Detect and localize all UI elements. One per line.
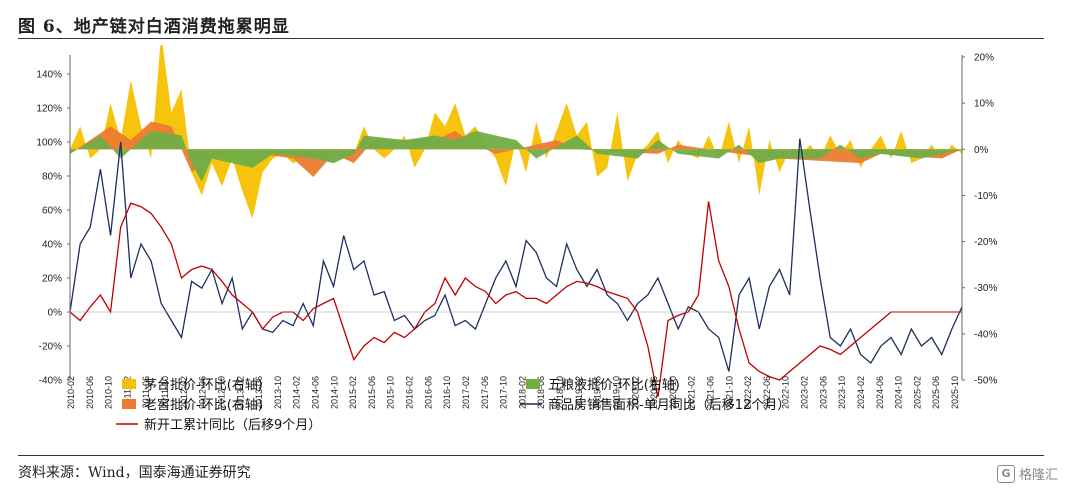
x-tick-label: 2021-10 <box>724 376 734 409</box>
legend-label: 五粮液批价-环比(右轴) <box>548 378 680 393</box>
x-tick-label: 2012-02 <box>179 376 189 409</box>
watermark-logo-icon: G <box>996 464 1015 483</box>
legend-label: 老窖批价-环比(右轴) <box>144 397 263 413</box>
x-tick-label: 2018-10 <box>555 376 565 409</box>
x-tick-label: 2011-10 <box>160 376 170 408</box>
x-tick-label: 2011-06 <box>141 376 151 408</box>
right-tick-label: -40% <box>974 329 997 340</box>
left-tick-label: 120% <box>36 104 62 115</box>
left-tick-label: 60% <box>42 206 62 217</box>
watermark: G 格隆汇 <box>996 464 1058 483</box>
right-tick-label: -10% <box>974 191 997 202</box>
left-tick-label: 100% <box>36 138 62 149</box>
x-tick-label: 2022-10 <box>781 376 791 409</box>
x-tick-label: 2013-06 <box>254 376 264 409</box>
x-tick-label: 2019-06 <box>593 376 603 409</box>
x-tick-label: 2016-06 <box>423 376 433 409</box>
title-rule <box>18 38 1044 39</box>
x-tick-label: 2018-06 <box>536 376 546 409</box>
left-tick-label: -40% <box>39 376 62 387</box>
x-tick-label: 2014-06 <box>311 376 321 409</box>
x-tick-label: 2017-06 <box>480 376 490 409</box>
chart-areas <box>70 45 962 219</box>
source-rule <box>18 455 1044 456</box>
x-tick-label: 2015-02 <box>348 376 358 409</box>
x-tick-label: 2024-02 <box>856 376 866 409</box>
x-tick-label: 2019-02 <box>574 376 584 409</box>
left-tick-label: 40% <box>42 240 62 251</box>
series-area <box>70 130 962 182</box>
x-tick-label: 2014-02 <box>292 376 302 409</box>
right-tick-label: -20% <box>974 237 997 248</box>
legend-swatch <box>122 379 136 389</box>
x-tick-label: 2017-02 <box>461 376 471 409</box>
series-area <box>70 45 962 219</box>
chart: 140% 120% 100% 80% 60% 40% 20% 0% -20% -40% 20% 10%… <box>36 45 997 433</box>
x-tick-label: 2016-02 <box>405 376 415 409</box>
x-tick-label: 2013-02 <box>235 376 245 409</box>
right-tick-label: 20% <box>974 53 994 64</box>
x-tick-label: 2015-10 <box>386 376 396 409</box>
x-tick-label: 2011-02 <box>122 376 132 408</box>
right-tick-label: -30% <box>974 283 997 294</box>
x-tick-label: 2023-06 <box>818 376 828 409</box>
x-tick-label: 2020-10 <box>668 376 678 409</box>
left-tick-label: 140% <box>36 70 62 81</box>
x-tick-label: 2022-02 <box>743 376 753 409</box>
x-tick-label: 2025-02 <box>912 376 922 409</box>
x-tick-label: 2021-02 <box>687 376 697 409</box>
x-tick-label: 2020-02 <box>630 376 640 409</box>
x-tick-label: 2010-02 <box>66 376 76 409</box>
x-tick-label: 2022-06 <box>762 376 772 409</box>
chart-lines <box>69 138 963 398</box>
series-line <box>69 138 963 372</box>
left-tick-label: 20% <box>42 274 62 285</box>
legend-swatch <box>526 379 540 389</box>
x-tick-label: 2025-10 <box>950 376 960 409</box>
legend-swatch <box>122 399 136 409</box>
x-tick-label: 2023-10 <box>837 376 847 409</box>
x-tick-label: 2010-06 <box>85 376 95 409</box>
left-tick-label: 0% <box>48 308 63 319</box>
legend-label: 商品房销售面积-单月同比（后移12个月） <box>548 397 790 413</box>
chart-title: 图 6、地产链对白酒消费拖累明显 <box>18 17 290 37</box>
chart-legend: 茅台批价-环比(右轴) 五粮液批价-环比(右轴) 老窖批价-环比(右轴) 商品房销售面… <box>116 378 790 433</box>
x-tick-label: 2017-10 <box>499 376 509 409</box>
right-tick-label: -50% <box>974 376 997 387</box>
x-tick-label: 2012-06 <box>198 376 208 409</box>
left-tick-label: 80% <box>42 172 62 183</box>
source-note: 资料来源：Wind，国泰海通证券研究 <box>18 465 251 481</box>
x-tick-label: 2021-06 <box>705 376 715 409</box>
x-tick-label: 2018-02 <box>517 376 527 409</box>
x-tick-label: 2023-02 <box>800 376 810 409</box>
legend-label: 新开工累计同比（后移9个月） <box>144 417 321 433</box>
x-tick-label: 2024-06 <box>875 376 885 409</box>
x-tick-label: 2016-10 <box>442 376 452 409</box>
x-tick-label: 2020-06 <box>649 376 659 409</box>
x-tick-label: 2025-06 <box>931 376 941 409</box>
x-tick-label: 2024-10 <box>894 376 904 409</box>
left-tick-label: -20% <box>39 342 62 353</box>
x-tick-label: 2010-10 <box>104 376 114 409</box>
x-tick-label: 2015-06 <box>367 376 377 409</box>
chart-ticks: 140% 120% 100% 80% 60% 40% 20% 0% -20% -40% 20% 10%… <box>36 53 997 410</box>
x-tick-label: 2013-10 <box>273 376 283 409</box>
x-tick-label: 2014-10 <box>329 376 339 409</box>
x-tick-label: 2012-10 <box>216 376 226 409</box>
series-line <box>69 201 962 398</box>
watermark-text: 格隆汇 <box>1018 468 1058 483</box>
right-tick-label: 0% <box>974 145 989 156</box>
right-tick-label: 10% <box>974 99 994 110</box>
legend-label: 茅台批价-环比(右轴) <box>144 378 263 393</box>
x-tick-label: 2019-10 <box>611 376 621 409</box>
